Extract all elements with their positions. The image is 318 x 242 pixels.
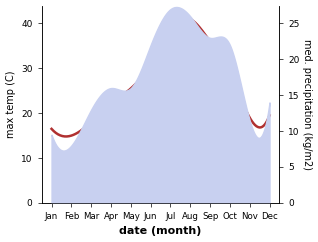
X-axis label: date (month): date (month) <box>119 227 202 236</box>
Y-axis label: med. precipitation (kg/m2): med. precipitation (kg/m2) <box>302 39 313 170</box>
Y-axis label: max temp (C): max temp (C) <box>5 70 16 138</box>
